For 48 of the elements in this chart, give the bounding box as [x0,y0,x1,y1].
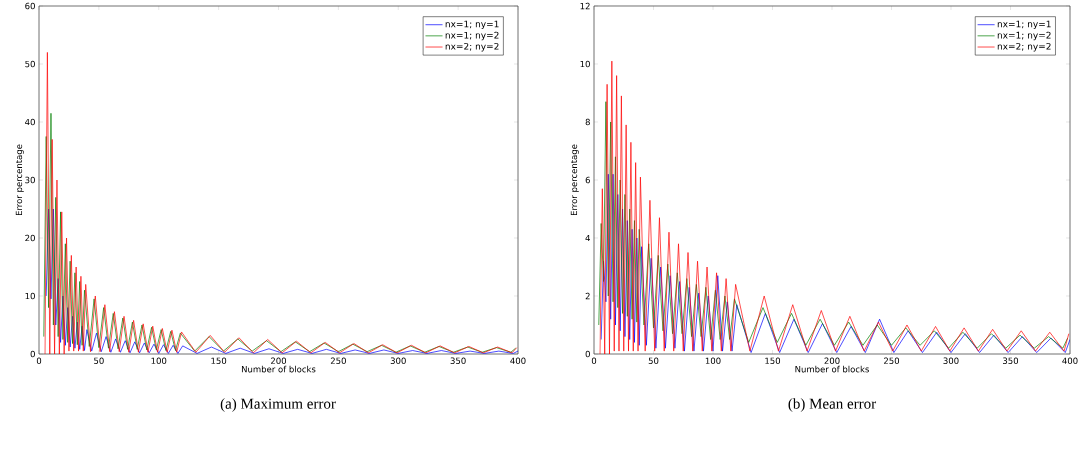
text: (b) Mean error [788,398,877,412]
legend-label: nx=2; ny=2 [997,42,1051,52]
y-tick-label: 50 [25,60,35,68]
x-axis-title: Number of blocks [795,365,869,373]
y-tick-label: 0 [585,350,590,358]
y-tick-label: 4 [585,234,590,242]
x-tick-label: 50 [94,357,104,364]
x-tick-label: 300 [943,357,959,364]
x-tick-label: 200 [824,357,840,364]
y-tick-label: 10 [580,60,590,68]
y-tick-label: 20 [25,234,35,242]
x-tick-label: 100 [705,357,721,364]
x-tick-label: 200 [271,357,287,364]
x-tick-label: 0 [36,357,42,364]
x-axis-title: Number of blocks [241,365,316,373]
y-tick-label: 10 [25,292,35,300]
x-tick-label: 350 [1003,357,1019,364]
x-tick-label: 150 [765,357,781,364]
x-tick-label: 300 [390,357,406,364]
y-tick-label: 2 [585,292,590,300]
x-tick-label: 400 [1062,357,1078,364]
x-tick-label: 350 [450,357,466,364]
y-tick-label: 12 [580,2,590,10]
x-tick-label: 0 [591,357,597,364]
legend-label: nx=1; ny=2 [445,31,499,41]
x-tick-label: 250 [884,357,900,364]
x-tick-label: 50 [648,357,659,364]
y-tick-label: 30 [25,176,35,184]
line-series [43,112,516,353]
legend-label: nx=1; ny=1 [445,20,499,30]
legend-label: nx=1; ny=2 [997,31,1051,41]
line-series [599,60,1070,354]
y-tick-label: 8 [585,118,590,126]
y-axis-title: Error percentage [15,144,24,216]
y-tick-label: 40 [25,118,35,126]
text: (a) Maximum error [220,398,336,412]
y-axis-title: Error percentage [570,144,579,216]
y-tick-label: 0 [30,350,35,358]
legend-label: nx=1; ny=1 [997,20,1051,30]
x-tick-label: 250 [330,357,346,364]
x-tick-label: 400 [510,357,526,364]
y-tick-label: 60 [25,2,35,10]
line-series [598,101,1068,349]
line-series [44,52,518,354]
x-tick-label: 150 [211,357,227,364]
y-tick-label: 6 [585,176,590,184]
legend-label: nx=2; ny=2 [445,42,499,52]
x-tick-label: 100 [151,357,167,364]
